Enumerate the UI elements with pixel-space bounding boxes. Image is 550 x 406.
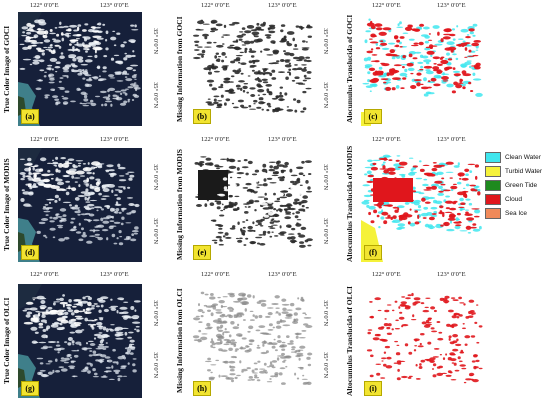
modis-classification-image (361, 148, 485, 262)
legend-item-green-tide: Green Tide (485, 178, 549, 192)
legend-swatch-cloud (485, 193, 501, 205)
modis-missing-info-map: (e) (190, 148, 314, 262)
row-label-modis-truecolor: True Color Image of MODIS (2, 158, 11, 252)
panel-badge: (e) (193, 245, 211, 260)
tick-lon-right: 123° 0′0″E (100, 271, 129, 278)
goci-missing-info-map: (b) (190, 12, 314, 126)
panel-badge: (a) (21, 109, 39, 124)
tick-lat: 35° 0′0″N (152, 28, 159, 55)
tick-lon-left: 122° 0′0″E (372, 2, 401, 9)
modis-missing-info-image (190, 148, 314, 262)
legend-swatch-sea-ice (485, 207, 501, 219)
tick-lon-right: 123° 0′0″E (100, 2, 129, 9)
goci-classification-map: (c) (361, 12, 485, 126)
legend-swatch-clean-water (485, 151, 501, 163)
tick-lon-right: 123° 0′0″E (437, 136, 466, 143)
tick-lat: 35° 0′0″N (152, 82, 159, 109)
tick-lon-left: 122° 0′0″E (372, 271, 401, 278)
tick-lat: 35° 0′0″N (322, 352, 329, 379)
tick-lon-left: 122° 0′0″E (30, 2, 59, 9)
panel-badge: (d) (21, 245, 39, 260)
tick-lat: 35° 0′0″N (322, 300, 329, 327)
modis-truecolor-map: (d) (18, 148, 142, 262)
legend-label: Clean Water (505, 153, 541, 161)
panel-badge: (g) (21, 381, 39, 396)
legend: Clean Water Turbid Water Green Tide Clou… (485, 150, 549, 220)
panel-badge: (c) (364, 109, 382, 124)
modis-classification-map: (f) (361, 148, 485, 262)
panel-badge: (i) (364, 381, 382, 396)
tick-lon-left: 122° 0′0″E (372, 136, 401, 143)
legend-swatch-green-tide (485, 179, 501, 191)
tick-lat: 35° 0′0″N (152, 300, 159, 327)
goci-classification-image (361, 12, 485, 126)
legend-item-clean-water: Clean Water (485, 150, 549, 164)
legend-item-turbid-water: Turbid Water (485, 164, 549, 178)
tick-lon-right: 123° 0′0″E (268, 136, 297, 143)
row-label-goci-algae: Alocumulus Translucida of GOCI (345, 14, 354, 124)
tick-lon-left: 122° 0′0″E (201, 2, 230, 9)
panel-badge: (h) (193, 381, 211, 396)
tick-lon-left: 122° 0′0″E (30, 271, 59, 278)
row-label-modis-missing: Missing Information from MODIS (175, 149, 184, 261)
tick-lat: 35° 0′0″N (322, 82, 329, 109)
legend-label: Turbid Water (505, 167, 543, 175)
row-label-goci-missing: Missing Information from GOCI (175, 16, 184, 122)
tick-lon-left: 122° 0′0″E (201, 271, 230, 278)
tick-lat: 35° 0′0″N (322, 28, 329, 55)
tick-lon-right: 123° 0′0″E (268, 2, 297, 9)
row-label-modis-algae: Altocumulus Translucida of MODIS (345, 145, 354, 262)
tick-lat: 35° 0′0″N (152, 218, 159, 245)
legend-label: Green Tide (505, 181, 538, 189)
tick-lat: 35° 0′0″N (322, 164, 329, 191)
row-label-olci-algae: Altocumulus Translucida of OLCI (345, 286, 354, 396)
goci-truecolor-map: (a) (18, 12, 142, 126)
tick-lon-right: 123° 0′0″E (437, 2, 466, 9)
tick-lat: 35° 0′0″N (322, 218, 329, 245)
olci-missing-info-map: (h) (190, 284, 314, 398)
modis-truecolor-image (18, 148, 142, 262)
row-label-goci-truecolor: True Color Image of GOCI (2, 25, 11, 113)
legend-item-sea-ice: Sea Ice (485, 206, 549, 220)
tick-lat: 35° 0′0″N (152, 352, 159, 379)
olci-truecolor-map: (g) (18, 284, 142, 398)
tick-lon-right: 123° 0′0″E (268, 271, 297, 278)
panel-badge: (f) (364, 245, 382, 260)
olci-classification-image (361, 284, 485, 398)
tick-lon-left: 122° 0′0″E (30, 136, 59, 143)
tick-lon-right: 123° 0′0″E (437, 271, 466, 278)
row-label-olci-truecolor: True Color Image of OLCI (2, 297, 11, 385)
row-label-olci-missing: Missing Information from OLCI (175, 288, 184, 394)
legend-item-cloud: Cloud (485, 192, 549, 206)
tick-lon-left: 122° 0′0″E (201, 136, 230, 143)
panel-badge: (b) (193, 109, 211, 124)
legend-swatch-turbid-water (485, 165, 501, 177)
tick-lat: 35° 0′0″N (152, 164, 159, 191)
tick-lon-right: 123° 0′0″E (100, 136, 129, 143)
goci-missing-info-image (190, 12, 314, 126)
legend-label: Sea Ice (505, 209, 528, 217)
olci-classification-map: (i) (361, 284, 485, 398)
legend-label: Cloud (505, 195, 522, 203)
olci-truecolor-image (18, 284, 142, 398)
olci-missing-info-image (190, 284, 314, 398)
